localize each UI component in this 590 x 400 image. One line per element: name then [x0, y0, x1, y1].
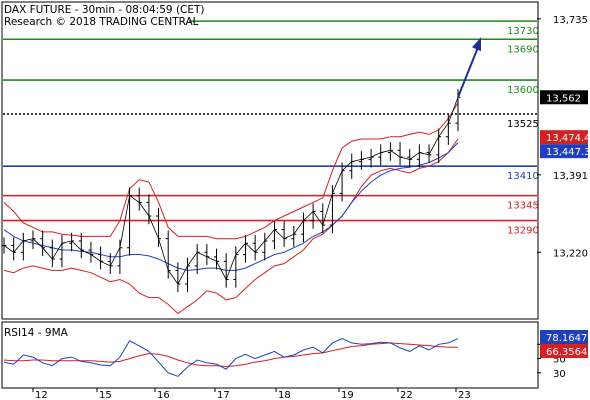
x-tick-label-6: 22 [400, 390, 413, 400]
price-close-line [3, 97, 459, 285]
bollinger-bands [3, 102, 459, 315]
moving-average-line [3, 142, 459, 271]
x-tick-label-4: 18 [278, 390, 291, 400]
rsi-label: RSI14 - 9MA [4, 327, 69, 339]
rsi-tag-text: 78.1647 [546, 333, 587, 344]
x-tick-label-3: 17 [217, 390, 230, 400]
forecast-arrow-shaft [457, 46, 479, 98]
level-label-13290: 13290 [507, 226, 539, 237]
level-lines: 13730 13690 13600 13525 13410 13345 13290 [3, 20, 539, 237]
price-tag-0-text: 13,562 [546, 93, 581, 104]
rsi-line [3, 338, 459, 377]
price-tags: 13,562 13,474.4 13,447.3 78.1647 66.3564 [540, 90, 590, 358]
rsi-ma-tag-box [540, 344, 588, 358]
price-tag-0-box [540, 90, 588, 105]
level-label-13345: 13345 [507, 201, 539, 212]
level-label-13690: 13690 [507, 44, 539, 55]
y-tick-label-2: 13,220 [553, 248, 588, 259]
level-label-13730: 13730 [507, 26, 539, 37]
rsi-ma-tag-text: 66.3564 [546, 347, 587, 358]
price-tag-2-text: 13,447.3 [546, 147, 590, 158]
rsi-y-tick-label-2: 30 [553, 369, 566, 380]
level-label-13525: 13525 [507, 119, 539, 130]
chart-title: DAX FUTURE - 30min - 08:04:59 (CET) [4, 4, 205, 16]
x-tick-label-1: 15 [99, 390, 112, 400]
rsi-panel-frame [1, 321, 539, 389]
level-label-13600: 13600 [507, 85, 539, 96]
price-series [1, 89, 461, 293]
price-tag-1-box [540, 130, 588, 145]
level-label-13410: 13410 [507, 171, 539, 182]
x-tick-label-7: 23 [458, 390, 471, 400]
x-tick-label-2: 16 [157, 390, 170, 400]
rsi-series [3, 338, 459, 377]
x-tick-label-0: 12 [35, 390, 48, 400]
bollinger-lower-line [3, 138, 459, 315]
y-tick-label-0: 13,735 [553, 15, 588, 26]
rsi-y-tick-label-1: 50 [553, 355, 566, 366]
main-panel-frame [1, 1, 539, 320]
price-tag-2-box [540, 144, 588, 159]
x-tick-label-5: 19 [341, 390, 354, 400]
y-tick-label-1: 13,391 [553, 171, 588, 182]
forecast-arrow-head [472, 37, 481, 52]
title-backdrop [3, 3, 189, 31]
price-tag-1-text: 13,474.4 [546, 133, 590, 144]
chart-subtitle: Research © 2018 TRADING CENTRAL [4, 16, 199, 28]
bollinger-upper-line [3, 102, 459, 240]
forecast-arrow [457, 37, 481, 98]
rsi-tag-box [540, 330, 588, 344]
